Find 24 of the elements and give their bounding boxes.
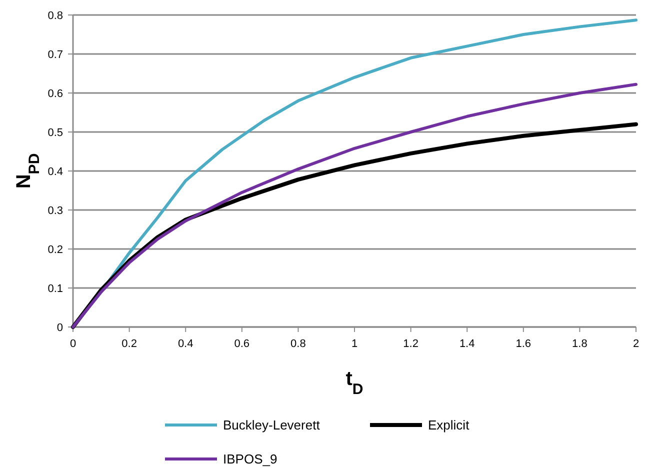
y-tick-label: 0.2 bbox=[48, 244, 63, 256]
y-tick-label: 0.4 bbox=[48, 166, 63, 178]
legend-label: Explicit bbox=[428, 418, 470, 433]
y-tick-label: 0.6 bbox=[48, 88, 63, 100]
x-tick-label: 1.6 bbox=[516, 338, 532, 350]
x-tick-label: 1.4 bbox=[459, 338, 475, 350]
legend-label: Buckley-Leverett bbox=[223, 418, 320, 433]
x-tick-label: 0.2 bbox=[122, 338, 137, 350]
x-tick-label: 0 bbox=[70, 338, 76, 350]
y-tick-label: 0 bbox=[56, 322, 63, 334]
y-tick-label: 0.7 bbox=[48, 48, 63, 61]
x-axis-title: t$_{D}$ bbox=[346, 368, 364, 398]
y-tick-label: 0.8 bbox=[48, 10, 63, 22]
x-tick-label: 0.4 bbox=[178, 338, 194, 350]
y-tick-label: 0.5 bbox=[48, 126, 63, 139]
x-tick-label: 2 bbox=[632, 338, 640, 350]
x-tick-label: 0.6 bbox=[234, 338, 250, 350]
y-tick-label: 0.3 bbox=[48, 204, 63, 217]
x-tick-label: 0.8 bbox=[290, 338, 306, 350]
x-tick-label: 1 bbox=[351, 338, 358, 350]
x-tick-label: 1.8 bbox=[572, 338, 588, 350]
x-tick-label: 1.2 bbox=[403, 338, 418, 350]
legend-label: IBPOS_9 bbox=[223, 452, 278, 467]
y-tick-label: 0.1 bbox=[48, 282, 63, 295]
